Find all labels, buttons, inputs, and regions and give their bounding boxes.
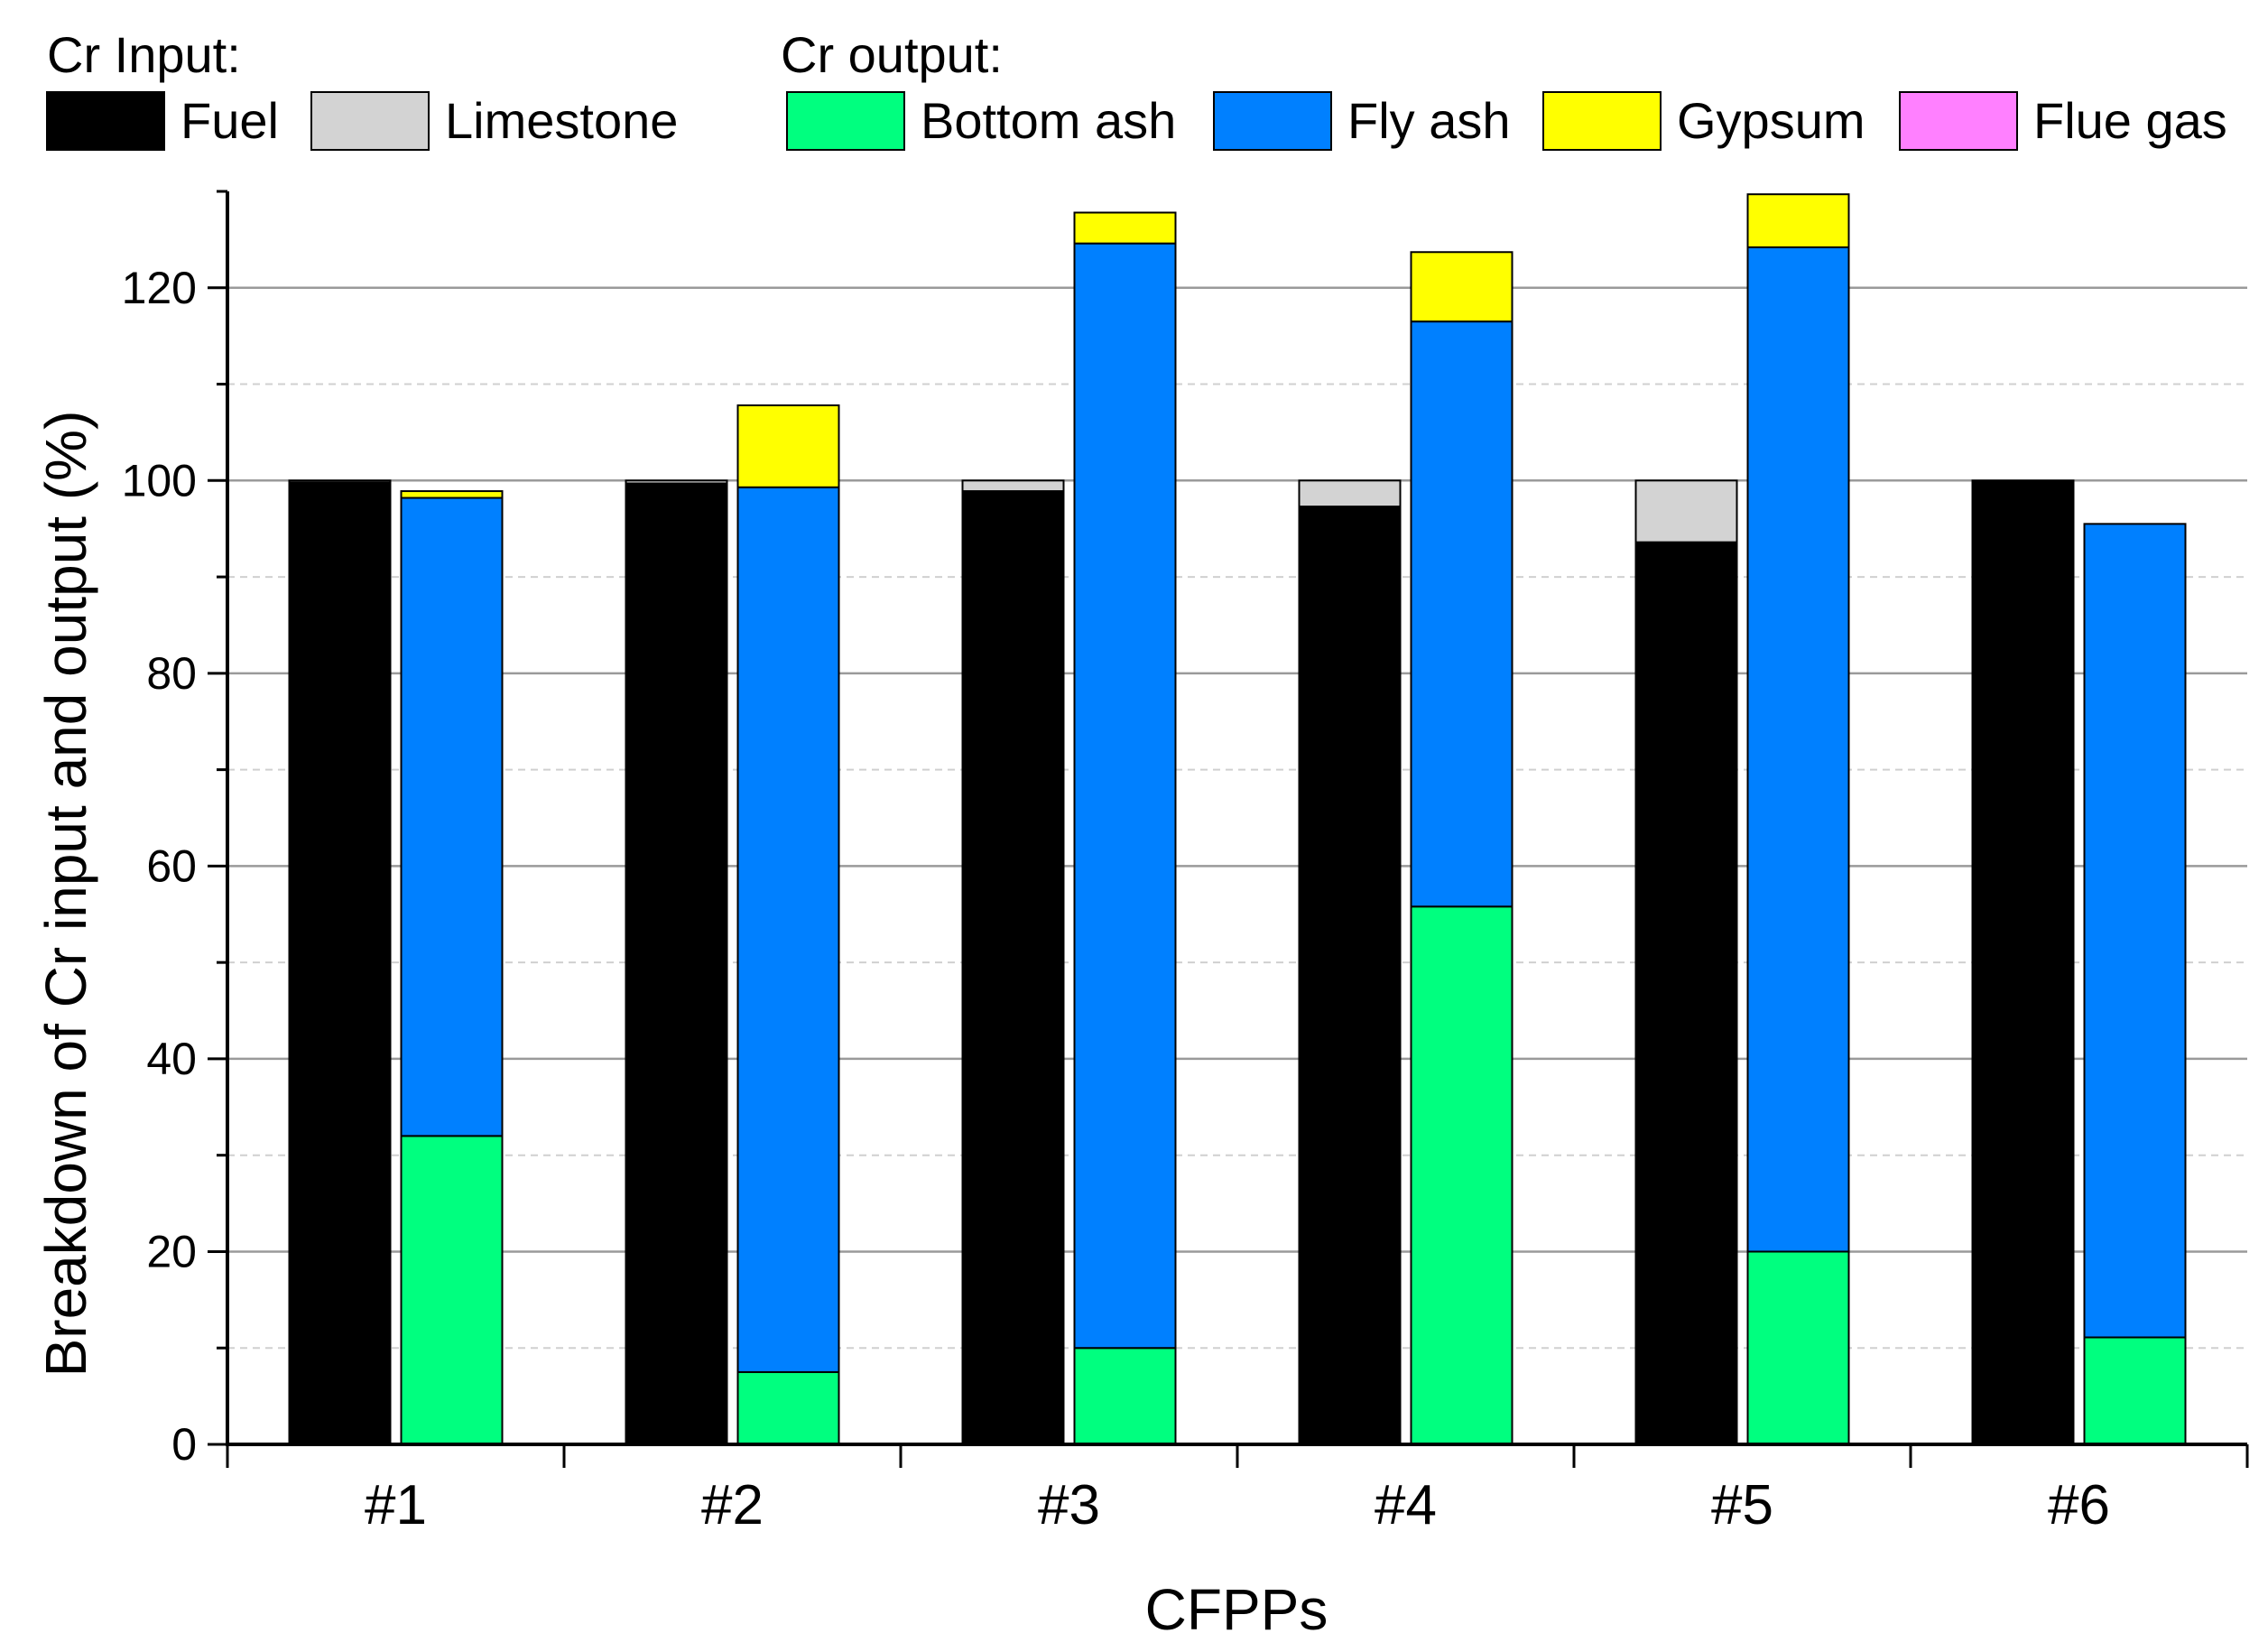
output-bar-bottom-ash [1746,1250,1850,1446]
output-bar-bottom-ash [400,1135,504,1446]
legend-swatch-fuel [46,91,165,151]
input-bar-limestone [1634,479,1738,543]
y-tick-label: 100 [122,455,197,506]
legend-swatch-flue-gas [1899,91,2018,151]
output-bar-bottom-ash [1073,1347,1177,1445]
y-tick-label: 60 [146,840,197,891]
input-bar-fuel [1634,541,1738,1445]
input-bar-limestone [288,479,392,484]
output-bar-bottom-ash [1410,905,1514,1445]
bars [288,193,2187,1446]
y-tick-label: 0 [171,1419,197,1470]
legend-swatch-bottom-ash [786,91,905,151]
legend-swatch-fly-ash [1213,91,1332,151]
y-tick-label: 120 [122,263,197,313]
y-axis-title: Breakdown of Cr input and output (%) [33,411,98,1378]
input-bar-limestone [961,479,1065,493]
output-bar-fly-ash [400,497,504,1137]
input-bar-limestone [1298,479,1402,508]
output-bar-fly-ash [1746,246,1850,1253]
output-bar-gypsum [400,490,504,499]
output-bar-fly-ash [2083,523,2187,1339]
output-bar-fly-ash [736,486,840,1373]
legend-swatch-limestone [310,91,430,151]
x-tick-label: #4 [1375,1474,1437,1536]
legend-group-input-title: Cr Input: [47,26,241,83]
output-bar-gypsum [1410,251,1514,323]
y-tick-label: 20 [146,1226,197,1276]
x-axis-title: CFPPs [1145,1577,1328,1642]
input-bar-fuel [625,482,728,1445]
output-bar-gypsum [1073,211,1177,245]
input-bar-fuel [1298,506,1402,1445]
x-tick-label: #2 [701,1474,764,1536]
legend-group-output-title: Cr output: [781,26,1003,83]
y-tick-label: 40 [146,1034,197,1084]
legend-label-bottom-ash: Bottom ash [921,92,1176,149]
x-tick-label: #3 [1038,1474,1100,1536]
legend-label-fly-ash: Fly ash [1347,92,1511,149]
gridlines [227,286,2247,1350]
output-bar-gypsum [1746,193,1850,248]
legend: Cr Input: Cr output: Fuel Limestone Bott… [46,26,2227,151]
output-bar-gypsum [736,404,840,488]
output-bar-bottom-ash [2083,1336,2187,1446]
legend-label-gypsum: Gypsum [1677,92,1865,149]
output-bar-fly-ash [1410,320,1514,908]
input-bar-fuel [1971,479,2075,1445]
legend-label-fuel: Fuel [181,92,279,149]
axes: 0 20 40 60 80 100 120 #1 #2 #3 #4 #5 #6 [122,190,2249,1536]
x-tick-label: #6 [2048,1474,2110,1536]
input-bar-fuel [288,481,392,1445]
y-tick-label: 80 [146,648,197,699]
legend-label-limestone: Limestone [445,92,678,149]
output-bar-bottom-ash [736,1370,840,1446]
output-bar-fly-ash [1073,242,1177,1350]
legend-swatch-gypsum [1542,91,1662,151]
input-bar-limestone [625,479,728,485]
input-bar-fuel [961,490,1065,1445]
x-tick-label: #5 [1711,1474,1773,1536]
legend-label-flue-gas: Flue gas [2033,92,2227,149]
x-tick-label: #1 [365,1474,427,1536]
